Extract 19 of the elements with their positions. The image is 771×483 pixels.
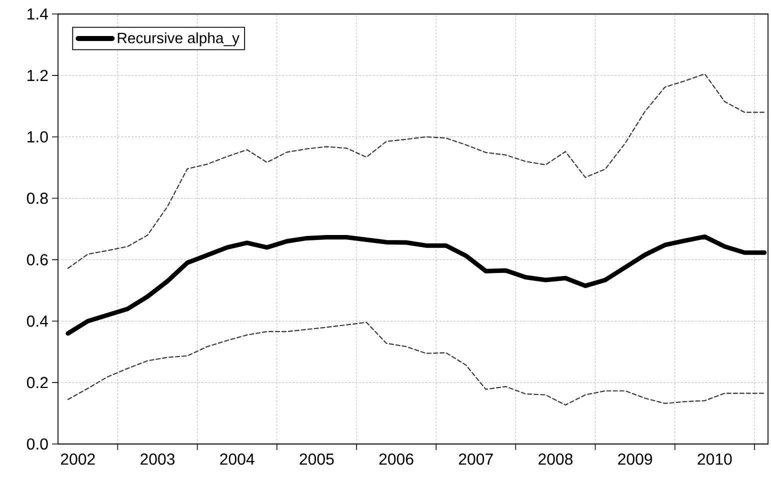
x-tick-label: 2003 [140,454,175,465]
y-tick-label: 0.2 [26,376,48,388]
y-tick-label: 0.4 [26,316,48,327]
x-tick-label: 2002 [60,454,95,465]
y-tick-label: 0.6 [26,254,48,266]
x-tick-label: 2004 [220,454,254,465]
y-tick-label: 0.8 [26,192,48,204]
x-tick-label: 2006 [379,454,414,465]
x-tick-label: 2005 [300,454,334,465]
y-tick-label: 1.2 [28,70,48,81]
x-tick-label: 2010 [698,454,732,465]
x-tick-label: 2007 [458,454,493,465]
y-tick-label: 1.4 [28,8,48,20]
legend-label: Recursive alpha_y [118,32,240,46]
x-tick-label: 2008 [538,454,573,465]
line-series [67,73,765,269]
y-tick-label: 0.0 [26,438,48,450]
x-tick-label: 2009 [618,454,652,465]
y-tick-label: 1.0 [28,131,48,142]
